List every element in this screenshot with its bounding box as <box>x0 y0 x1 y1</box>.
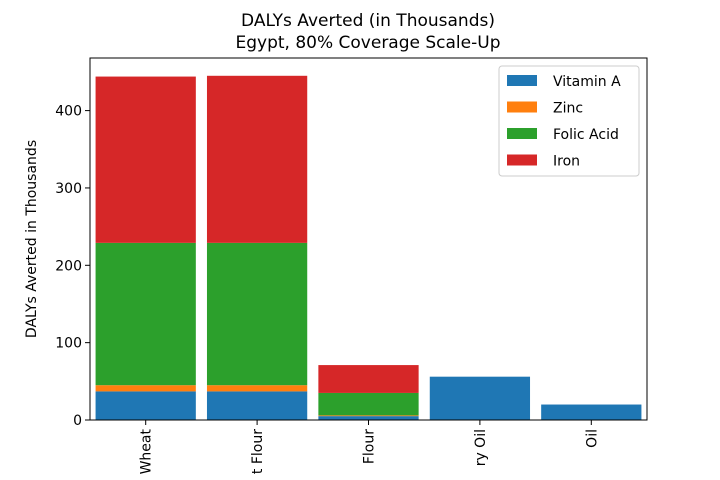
bar-segment <box>318 392 419 416</box>
x-tick-label: Wheat <box>139 428 155 474</box>
legend-box <box>498 65 640 177</box>
legend-swatch <box>507 128 537 139</box>
bars-group <box>95 75 642 420</box>
y-tick-label: 0 <box>73 413 82 429</box>
x-tick-label: ry Oil <box>473 429 489 466</box>
legend-swatch <box>507 75 537 86</box>
bar-segment <box>318 416 419 420</box>
bar-segment <box>206 391 308 420</box>
chart-subtitle: Egypt, 80% Coverage Scale-Up <box>235 33 500 53</box>
legend-swatch <box>507 154 537 166</box>
y-tick-label: 100 <box>55 336 82 352</box>
y-axis-label: DALYs Averted in Thousands <box>24 140 40 338</box>
x-tick-label: Oil <box>584 429 600 448</box>
legend: Vitamin A Zinc Folic Acid Iron <box>498 65 640 177</box>
bar-segment <box>206 385 308 392</box>
x-tick-label: Flour <box>362 429 378 464</box>
bar-segment <box>429 376 531 420</box>
legend-label: Iron <box>553 154 580 170</box>
x-axis: Wheat t Flour Flour ry Oil Oil <box>139 420 600 474</box>
bar-segment <box>318 365 419 393</box>
legend-label: Zinc <box>553 101 583 117</box>
y-axis: 0 100 200 300 400 <box>55 104 90 429</box>
bar-segment <box>95 242 196 386</box>
bar-segment <box>318 415 419 417</box>
bar-segment <box>206 75 308 243</box>
bar-segment <box>95 391 196 420</box>
legend-label: Folic Acid <box>553 127 619 143</box>
y-tick-label: 200 <box>55 258 82 274</box>
legend-label: Vitamin A <box>553 74 621 90</box>
legend-swatch <box>507 101 537 113</box>
bar-segment <box>95 385 196 392</box>
bar-segment <box>95 76 196 243</box>
bar-segment <box>206 242 308 386</box>
y-tick-label: 400 <box>55 104 82 120</box>
bar-segment <box>541 404 642 420</box>
plot-frame <box>89 57 648 421</box>
y-tick-label: 300 <box>55 181 82 197</box>
x-tick-label: t Flour <box>250 429 266 474</box>
chart-title: DALYs Averted (in Thousands) <box>241 11 495 31</box>
